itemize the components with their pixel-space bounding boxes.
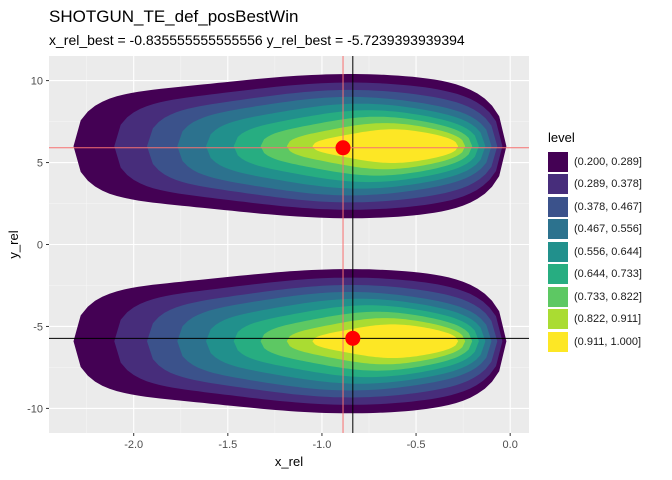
x-tick-label: -0.5 <box>407 439 426 451</box>
y-axis-title: y_rel <box>6 230 21 258</box>
y-tick-label: 10 <box>31 76 43 88</box>
legend: level (0.200, 0.289] (0.289, 0.378] (0.378… <box>548 130 642 354</box>
legend-item: (0.467, 0.556] <box>548 219 642 240</box>
legend-item: (0.200, 0.289] <box>548 151 642 172</box>
contour-band-upper-9 <box>312 129 459 163</box>
legend-label: (0.378, 0.467] <box>574 200 642 213</box>
legend-item: (0.556, 0.644] <box>548 241 642 262</box>
legend-swatch <box>548 151 568 172</box>
legend-swatch <box>548 241 568 262</box>
legend-label: (0.911, 1.000] <box>574 335 642 348</box>
legend-swatch <box>548 286 568 307</box>
legend-label: (0.644, 0.733] <box>574 268 642 280</box>
legend-item: (0.289, 0.378] <box>548 174 642 195</box>
legend-label: (0.822, 0.911] <box>574 313 642 325</box>
y-tick-label: 0 <box>37 240 43 252</box>
legend-label: (0.467, 0.556] <box>574 223 642 235</box>
y-tick-label: -5 <box>33 321 43 333</box>
legend-swatch <box>548 309 568 329</box>
legend-item: (0.644, 0.733] <box>548 264 642 285</box>
y-tick-label: -10 <box>27 403 43 415</box>
x-tick-label: -2.0 <box>124 439 143 451</box>
x-tick-label: -1.5 <box>218 439 237 451</box>
chart-subtitle: x_rel_best = -0.835555555555556 y_rel_be… <box>49 32 465 48</box>
legend-swatch <box>548 264 568 284</box>
x-tick-label: 0.0 <box>503 439 518 451</box>
legend-label: (0.556, 0.644] <box>574 245 642 258</box>
legend-item: (0.911, 1.000] <box>548 331 642 352</box>
legend-label: (0.289, 0.378] <box>574 178 642 190</box>
x-axis-title: x_rel <box>275 454 303 469</box>
best-point <box>345 330 361 346</box>
legend-item: (0.733, 0.822] <box>548 286 642 307</box>
legend-label: (0.200, 0.289] <box>574 155 642 168</box>
legend-title: level <box>548 130 575 145</box>
legend-item: (0.822, 0.911] <box>548 309 642 330</box>
x-tick-label: -1.0 <box>312 439 331 451</box>
chart-title: SHOTGUN_TE_def_posBestWin <box>49 7 299 26</box>
legend-swatch <box>548 174 568 194</box>
legend-label: (0.733, 0.822] <box>574 290 642 303</box>
legend-swatch <box>548 331 568 352</box>
best-point <box>335 140 351 156</box>
legend-swatch <box>548 196 568 217</box>
legend-item: (0.378, 0.467] <box>548 196 642 217</box>
legend-items: (0.200, 0.289] (0.289, 0.378] (0.378, 0.46… <box>548 151 642 352</box>
legend-swatch <box>548 219 568 239</box>
y-tick-label: 5 <box>37 158 43 170</box>
